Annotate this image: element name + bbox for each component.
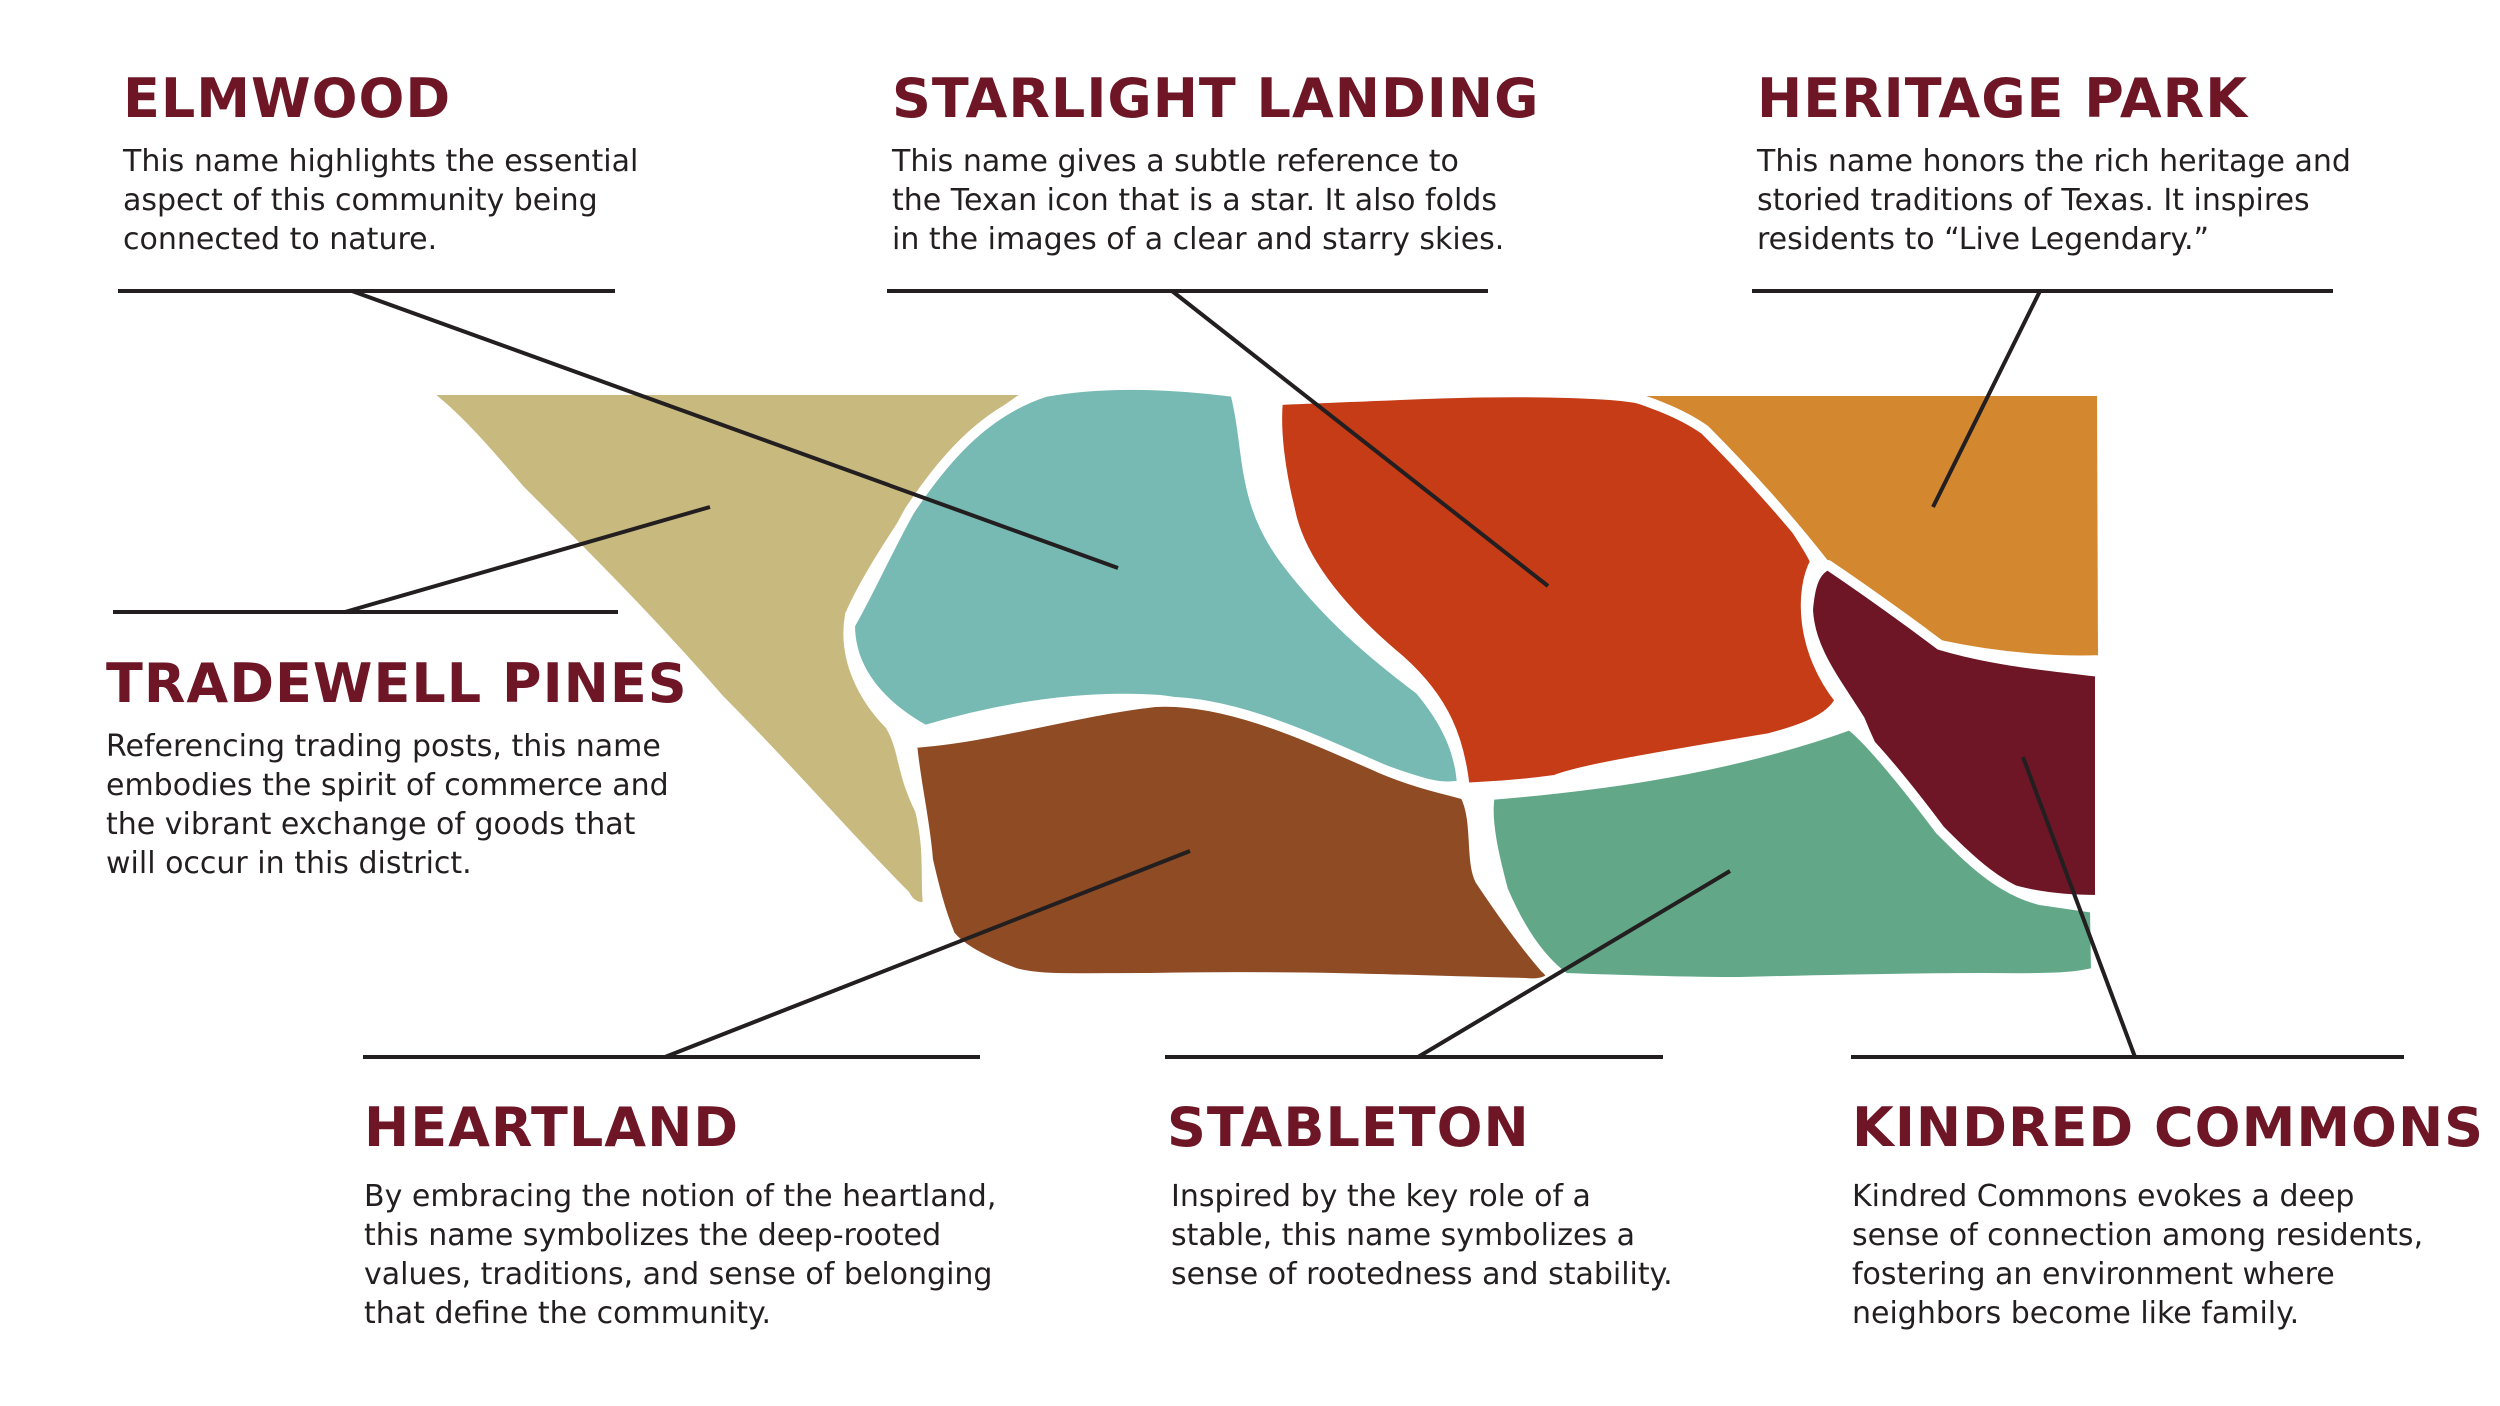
title-heartland: HEARTLAND xyxy=(364,1096,740,1159)
leader-heartland xyxy=(664,849,1191,1059)
title-kindred-commons: KINDRED COMMONS xyxy=(1852,1096,2485,1159)
leader-kindred-commons xyxy=(2021,756,2137,1058)
title-tradewell-pines: TRADEWELL PINES xyxy=(106,652,688,715)
leader-heritage-park xyxy=(1931,290,2042,508)
title-heritage-park: HERITAGE PARK xyxy=(1757,67,2249,130)
description-starlight-landing: This name gives a subtle reference to th… xyxy=(892,144,1505,257)
leader-stableton xyxy=(1416,869,1732,1059)
leader-elmwood xyxy=(351,289,1119,570)
label-tradewell-pines: TRADEWELL PINES Referencing trading post… xyxy=(106,653,688,883)
description-stableton: Inspired by the key role of a stable, th… xyxy=(1171,1179,1673,1292)
leader-tradewell-pines xyxy=(344,505,711,614)
description-tradewell-pines: Referencing trading posts, this name emb… xyxy=(106,729,669,881)
label-kindred-commons: KINDRED COMMONS Kindred Commons evokes a… xyxy=(1852,1097,2484,1333)
title-starlight-landing: STARLIGHT LANDING xyxy=(892,67,1540,130)
leader-starlight-landing xyxy=(1170,289,1550,588)
description-heartland: By embracing the notion of the heartland… xyxy=(364,1179,997,1331)
description-heritage-park: This name honors the rich heritage and s… xyxy=(1757,144,2351,257)
label-elmwood: ELMWOOD This name highlights the essenti… xyxy=(123,68,638,259)
label-heartland: HEARTLAND By embracing the notion of the… xyxy=(364,1097,996,1333)
leader-lines xyxy=(113,289,2404,1059)
description-kindred-commons: Kindred Commons evokes a deep sense of c… xyxy=(1852,1179,2424,1331)
title-stableton: STABLETON xyxy=(1167,1096,1530,1159)
title-elmwood: ELMWOOD xyxy=(123,67,452,130)
label-heritage-park: HERITAGE PARK This name honors the rich … xyxy=(1757,68,2351,259)
district-stableton[interactable] xyxy=(1483,720,2101,987)
label-starlight-landing: STARLIGHT LANDING This name gives a subt… xyxy=(892,68,1539,259)
description-elmwood: This name highlights the essential aspec… xyxy=(123,144,639,257)
label-stableton: STABLETON Inspired by the key role of a … xyxy=(1167,1097,1673,1294)
